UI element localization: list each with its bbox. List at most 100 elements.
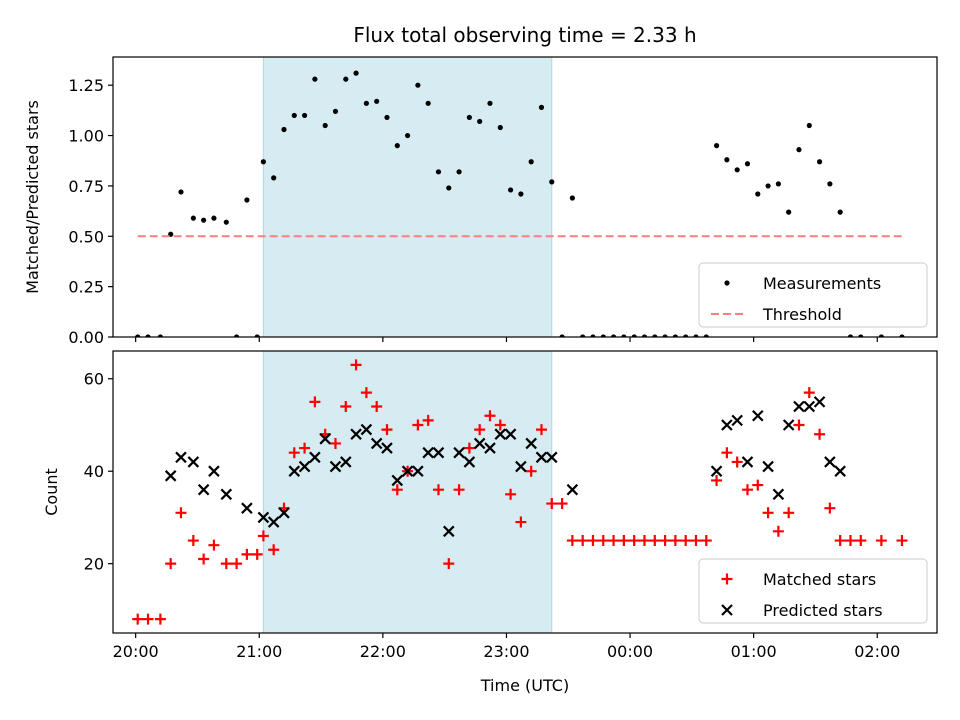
y-axis-label: Count bbox=[42, 468, 61, 516]
data-point bbox=[662, 334, 668, 337]
data-point bbox=[220, 488, 233, 501]
y-tick-label: 20 bbox=[84, 555, 104, 574]
data-point bbox=[432, 484, 444, 496]
data-point bbox=[744, 161, 751, 167]
data-point bbox=[254, 334, 260, 337]
data-point bbox=[515, 516, 527, 528]
data-point bbox=[569, 195, 575, 201]
data-point bbox=[813, 396, 826, 408]
data-point bbox=[360, 387, 372, 399]
data-point bbox=[319, 433, 331, 445]
data-point bbox=[659, 535, 671, 547]
data-point bbox=[796, 147, 802, 153]
data-point bbox=[178, 189, 184, 195]
data-point bbox=[559, 334, 565, 337]
y-tick-label: 0.00 bbox=[68, 328, 104, 347]
data-point bbox=[401, 465, 414, 477]
data-point bbox=[288, 447, 300, 459]
data-point bbox=[132, 613, 144, 625]
data-point bbox=[394, 143, 400, 149]
data-point bbox=[683, 334, 689, 337]
data-point bbox=[693, 334, 699, 337]
data-point bbox=[538, 104, 545, 110]
y-axis-label: Matched/Predicted stars bbox=[23, 100, 42, 294]
data-point bbox=[165, 558, 177, 570]
data-point bbox=[244, 197, 250, 203]
data-point bbox=[208, 539, 220, 551]
data-point bbox=[535, 424, 547, 436]
legend-label: Threshold bbox=[762, 305, 842, 324]
data-point bbox=[597, 535, 609, 547]
data-point bbox=[504, 428, 517, 440]
data-point bbox=[741, 456, 754, 468]
data-point bbox=[752, 409, 764, 422]
y-tick-label: 1.25 bbox=[68, 76, 104, 95]
data-point bbox=[135, 334, 141, 337]
data-point bbox=[363, 100, 369, 106]
data-point bbox=[610, 334, 617, 337]
data-point bbox=[734, 167, 740, 173]
data-point bbox=[157, 334, 163, 337]
data-point bbox=[257, 530, 269, 542]
data-point bbox=[175, 507, 187, 519]
data-point bbox=[329, 460, 342, 473]
bottom-panel: 20 40 60 20:00 21:00 22:00 23:00 00:00 01:00 02:0… bbox=[42, 350, 938, 695]
data-point bbox=[549, 179, 555, 185]
data-point bbox=[858, 334, 864, 337]
data-point bbox=[762, 507, 774, 519]
data-point bbox=[257, 511, 270, 524]
data-point bbox=[494, 428, 507, 440]
data-point bbox=[899, 334, 905, 337]
data-point bbox=[515, 460, 527, 473]
shaded-interval bbox=[262, 350, 553, 634]
data-point bbox=[190, 215, 196, 221]
data-point bbox=[425, 100, 431, 106]
data-point bbox=[322, 122, 328, 129]
data-point bbox=[241, 502, 253, 514]
data-point bbox=[587, 535, 599, 547]
data-point bbox=[786, 209, 792, 215]
plot-area bbox=[132, 359, 908, 625]
data-point bbox=[566, 535, 578, 547]
data-point bbox=[772, 525, 784, 537]
data-point bbox=[507, 187, 514, 193]
data-point bbox=[755, 191, 761, 197]
data-point bbox=[631, 334, 637, 337]
data-point bbox=[474, 424, 486, 436]
x-axis-label: Time (UTC) bbox=[480, 676, 569, 695]
x-tick-label: 21:00 bbox=[236, 642, 282, 661]
data-point bbox=[505, 488, 517, 500]
data-point bbox=[834, 465, 846, 477]
data-point bbox=[847, 334, 854, 337]
data-point bbox=[309, 451, 321, 464]
data-point bbox=[837, 209, 843, 215]
top-panel: 0.00 0.25 0.50 0.75 1.00 1.25 Matched/Predicte… bbox=[23, 56, 938, 347]
data-point bbox=[251, 548, 263, 560]
data-point bbox=[197, 483, 210, 496]
x-tick-label: 00:00 bbox=[607, 642, 653, 661]
y-tick-label: 0.75 bbox=[68, 177, 104, 196]
data-point bbox=[473, 437, 486, 450]
data-point bbox=[268, 544, 280, 556]
data-point bbox=[803, 400, 816, 413]
data-point bbox=[672, 334, 678, 337]
data-point bbox=[208, 465, 220, 477]
data-point bbox=[422, 446, 434, 459]
x-tick-label: 01:00 bbox=[731, 642, 777, 661]
data-point bbox=[628, 535, 640, 547]
data-point bbox=[374, 98, 380, 104]
data-point bbox=[803, 387, 815, 399]
x-tick-label: 20:00 bbox=[113, 642, 159, 661]
data-point bbox=[875, 535, 887, 547]
data-point bbox=[896, 535, 908, 547]
data-point bbox=[412, 419, 424, 431]
data-point bbox=[231, 558, 243, 570]
data-point bbox=[816, 159, 823, 165]
data-point bbox=[443, 525, 455, 538]
data-point bbox=[350, 428, 362, 440]
data-point bbox=[772, 488, 785, 501]
data-point bbox=[332, 108, 339, 114]
data-point bbox=[525, 437, 537, 450]
data-point bbox=[142, 613, 154, 625]
data-point bbox=[765, 183, 771, 189]
